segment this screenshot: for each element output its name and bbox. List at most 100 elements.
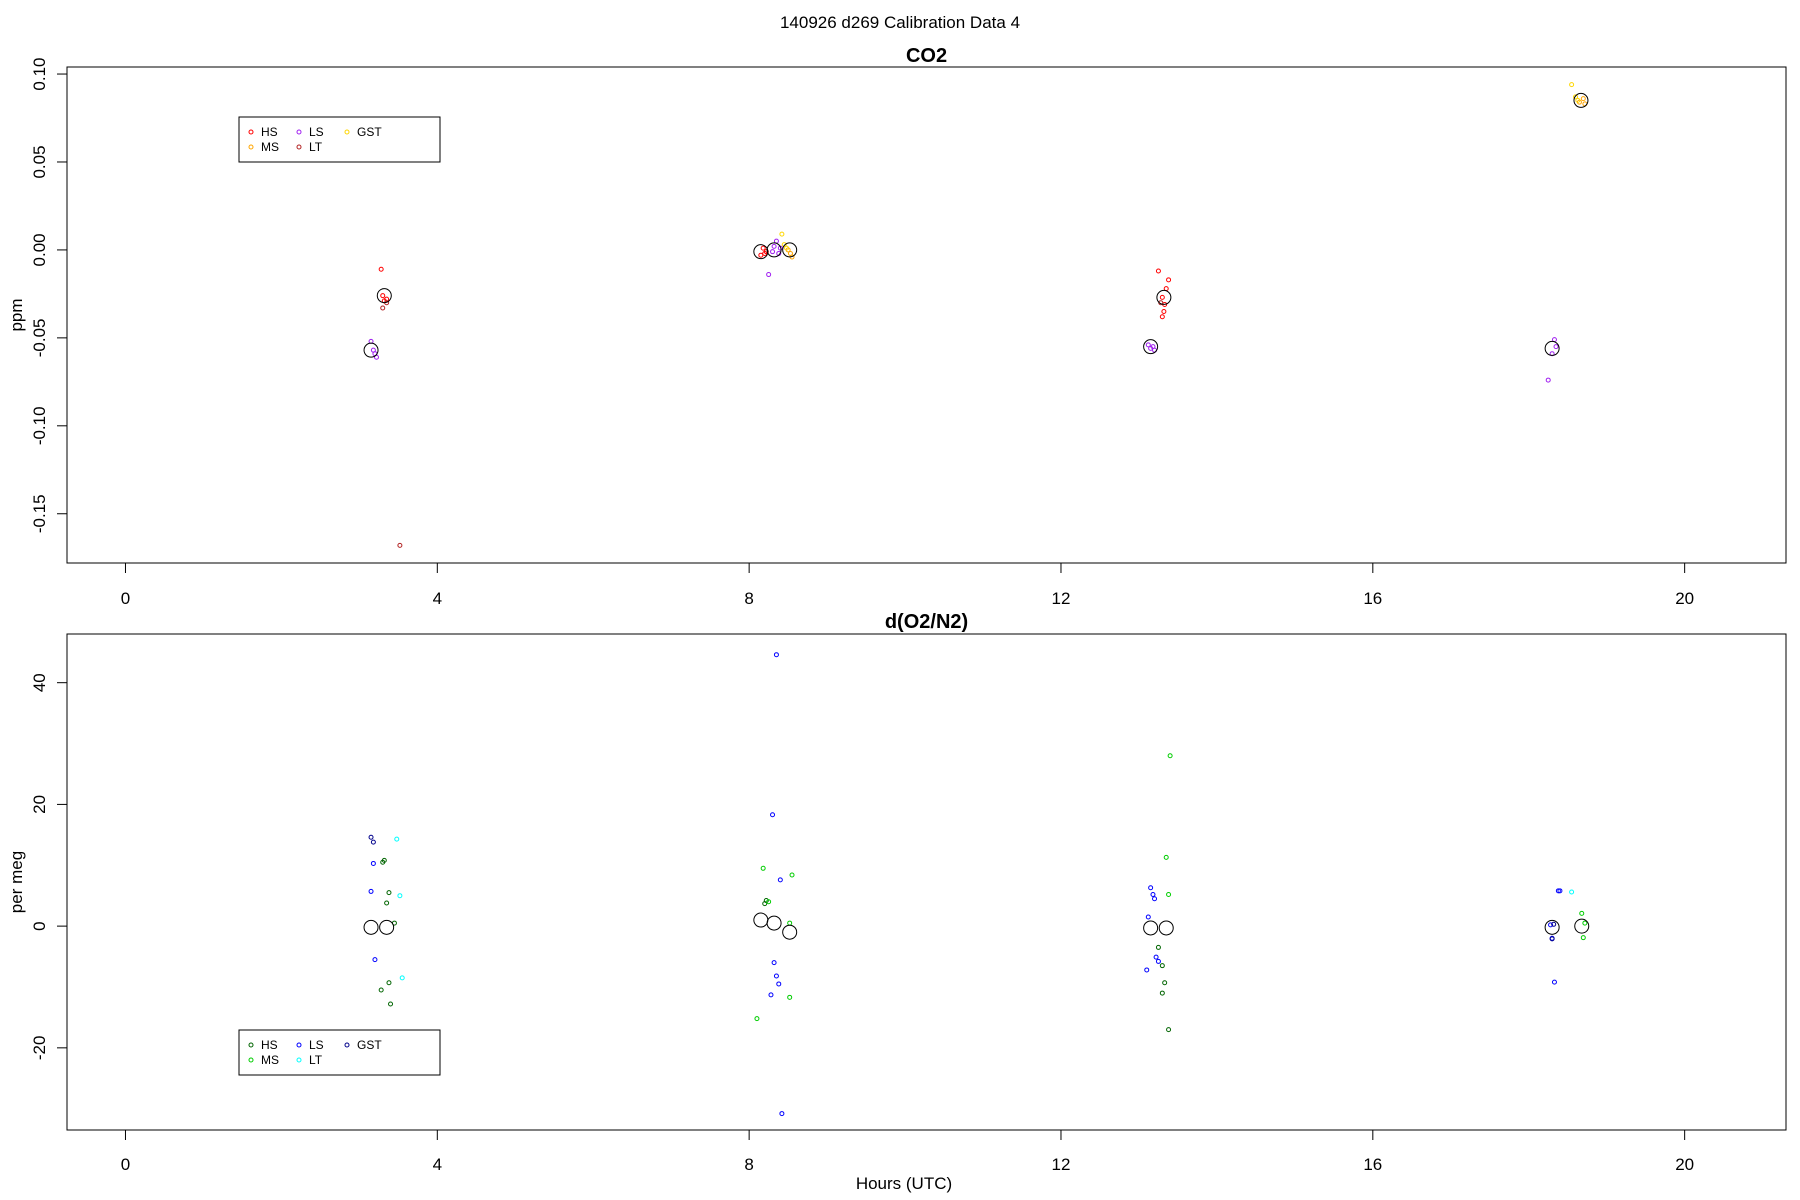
y-tick-label: 20 xyxy=(30,795,49,814)
point-ls xyxy=(776,981,782,987)
point-ms xyxy=(787,920,793,926)
mean-point xyxy=(753,244,769,260)
legend-label: LS xyxy=(309,125,324,139)
mean-point xyxy=(363,919,379,935)
y-tick-label: 0.10 xyxy=(30,57,49,90)
point-hs xyxy=(386,890,392,896)
figure-title: 140926 d269 Calibration Data 4 xyxy=(780,13,1020,32)
point-ls xyxy=(1153,954,1159,960)
legend-marker xyxy=(344,1042,350,1048)
point-hs xyxy=(1159,990,1165,996)
legend-label: LS xyxy=(309,1038,324,1052)
x-tick-label: 0 xyxy=(121,589,130,608)
legend-marker xyxy=(296,1057,302,1063)
co2-panel: CO2 ppm 0 4 8 12 16 20 -0.15 -0.10 -0.05 0.00 0.05 0.… xyxy=(7,45,1787,608)
point-ls xyxy=(777,877,783,883)
point-gst xyxy=(784,245,790,251)
point-ls xyxy=(779,1111,785,1117)
mean-point xyxy=(379,919,395,935)
legend-label: HS xyxy=(261,1038,278,1052)
x-tick-label: 20 xyxy=(1675,1155,1694,1174)
point-lt xyxy=(397,893,403,899)
point-lt xyxy=(394,836,400,842)
legend-marker xyxy=(344,129,350,135)
point-ms xyxy=(760,865,766,871)
point-ls xyxy=(370,860,376,866)
point-hs xyxy=(1161,308,1167,314)
point-lt xyxy=(399,975,405,981)
y-tick-label: 0.05 xyxy=(30,145,49,178)
point-gst xyxy=(781,242,787,248)
legend-label: LT xyxy=(309,140,323,154)
point-ms xyxy=(789,872,795,878)
point-gst xyxy=(1551,921,1557,927)
y-axis-label: per meg xyxy=(7,851,26,913)
point-hs xyxy=(384,900,390,906)
point-hs xyxy=(381,857,387,863)
point-ls xyxy=(1145,914,1151,920)
point-ls xyxy=(771,960,777,966)
legend-box xyxy=(238,116,441,163)
legend-label: GST xyxy=(357,125,382,139)
legend-marker xyxy=(248,129,254,135)
x-tick-label: 16 xyxy=(1363,589,1382,608)
point-lt xyxy=(380,305,386,311)
point-hs xyxy=(760,245,766,251)
y-tick-label: -0.10 xyxy=(30,406,49,445)
mean-point xyxy=(753,912,769,928)
point-ls xyxy=(1145,342,1151,348)
mean-point xyxy=(1158,920,1174,936)
point-hs xyxy=(1166,1027,1172,1033)
point-gst xyxy=(1573,94,1579,100)
point-ls xyxy=(1557,888,1563,894)
point-ls xyxy=(1548,922,1554,928)
point-gst xyxy=(779,231,785,237)
point-hs xyxy=(378,987,384,993)
point-ls xyxy=(1545,377,1551,383)
mean-point xyxy=(1544,919,1560,935)
point-hs xyxy=(1162,980,1168,986)
point-gst xyxy=(1569,82,1575,88)
point-ms xyxy=(1163,854,1169,860)
point-ms xyxy=(1166,891,1172,897)
mean-point xyxy=(1156,289,1172,305)
point-ls xyxy=(1152,896,1158,902)
x-tick-label: 12 xyxy=(1052,1155,1071,1174)
point-ls xyxy=(1148,885,1154,891)
mean-point xyxy=(1143,920,1159,936)
point-ls xyxy=(1555,888,1561,894)
point-ls xyxy=(1553,344,1559,350)
legend-label: MS xyxy=(261,1053,279,1067)
x-tick-label: 4 xyxy=(433,589,442,608)
mean-point xyxy=(1544,340,1560,356)
point-ms xyxy=(1167,753,1173,759)
point-lt xyxy=(397,542,403,548)
x-tick-label: 16 xyxy=(1363,1155,1382,1174)
legend-marker xyxy=(248,1057,254,1063)
point-ls xyxy=(773,973,779,979)
point-lt xyxy=(1569,889,1575,895)
legend-label: LT xyxy=(309,1053,323,1067)
legend-marker xyxy=(296,144,302,150)
point-ls xyxy=(372,957,378,963)
mean-point xyxy=(363,342,379,358)
point-hs xyxy=(1159,294,1165,300)
y-tick-label: -20 xyxy=(30,1036,49,1061)
y-tick-label: -0.15 xyxy=(30,494,49,533)
x-axis-label: Hours (UTC) xyxy=(856,1174,952,1193)
point-gst xyxy=(368,834,374,840)
point-ms xyxy=(766,899,772,905)
mean-point xyxy=(766,242,782,258)
mean-point xyxy=(782,242,798,258)
point-hs xyxy=(386,980,392,986)
x-tick-label: 12 xyxy=(1052,589,1071,608)
legend-label: MS xyxy=(261,140,279,154)
point-hs xyxy=(1159,314,1165,320)
legend-marker xyxy=(296,1042,302,1048)
point-ms xyxy=(754,1016,760,1022)
point-ls xyxy=(1150,891,1156,897)
point-hs xyxy=(388,1001,394,1007)
